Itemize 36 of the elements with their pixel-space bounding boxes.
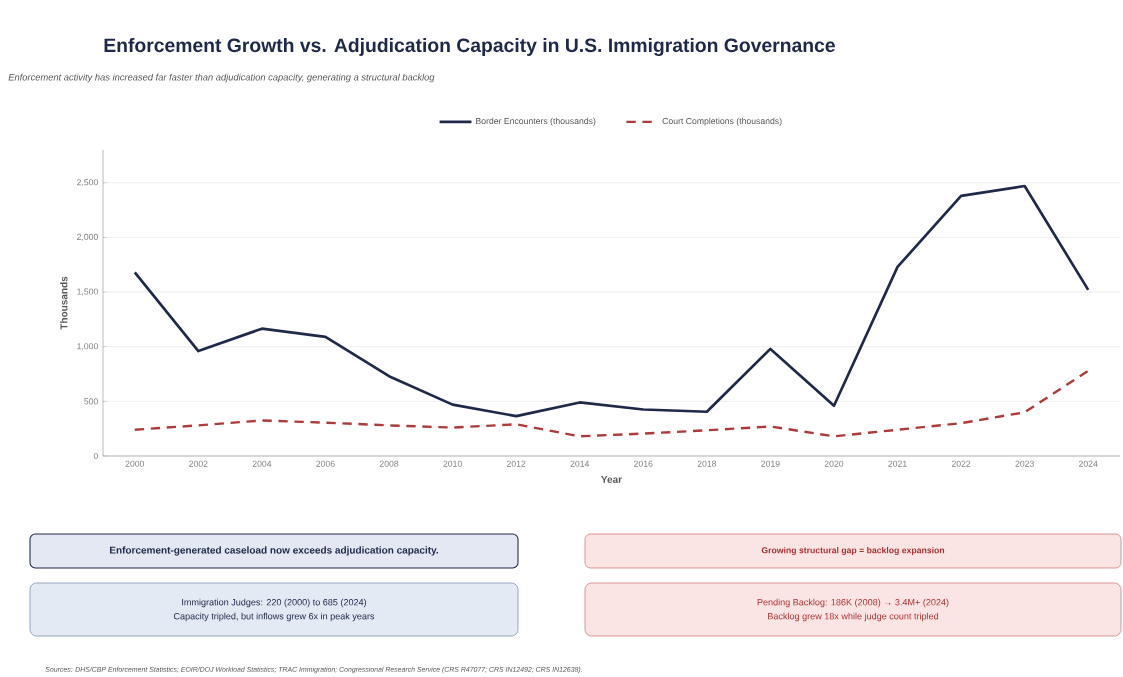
y-tick-label: 2,500 [77,179,98,187]
x-tick-label: 2006 [316,460,335,467]
x-tick-label: 2016 [634,460,653,467]
x-tick-label: 2008 [379,460,399,467]
x-axis-title: Year [601,475,622,483]
line-series [133,184,1090,418]
legend-label: Border Encounters (thousands) [476,117,596,126]
y-tick-label: 500 [84,398,98,405]
x-tick-label: 2019 [761,460,780,467]
y-tick-label: 1,000 [77,343,98,351]
y-axis-title: Thousands [60,276,68,330]
x-tick-label: 2018 [697,460,717,467]
text: Growing structural gap = backlog expansion [761,546,945,556]
x-tick-label: 2020 [824,460,844,467]
y-tick-label: 2,000 [77,233,98,241]
y-tick-label: 0 [93,452,98,460]
x-tick-label: 2023 [1015,460,1034,467]
y-tick-label: 1,500 [77,288,98,296]
text: Capacity tripled, but inflows grew 6x in peak years [173,612,375,622]
chart-title: Enforcement Growth vs. Adjudication Capacity in U.S. Immigration Governance [104,37,835,57]
x-tick-label: 2010 [443,460,462,467]
x-tick-label: 2012 [506,460,526,467]
x-tick-label: 2002 [189,460,208,467]
x-tick-label: 2022 [951,460,971,467]
legend-label: Court Completions (thousands) [662,117,782,126]
x-tick-label: 2014 [570,460,590,467]
text: Enforcement-generated caseload now exceeds adjudication capacity. [110,546,438,556]
x-tick-label: 2004 [252,460,272,467]
line-series [133,369,1090,438]
chart-subtitle: Enforcement activity has increased far faster than adjudication capacity, generating a structural backlog [8,73,435,83]
x-tick-label: 2024 [1079,460,1098,467]
text: Pending Backlog: 186K (2008) → 3.4M+ (2024) [757,598,949,608]
x-tick-label: 2021 [888,460,907,467]
x-tick-label: 2000 [125,460,145,467]
text: Immigration Judges: 220 (2000) to 685 (2024) [182,598,367,608]
text: Backlog grew 18x while judge count tripled [768,612,939,622]
